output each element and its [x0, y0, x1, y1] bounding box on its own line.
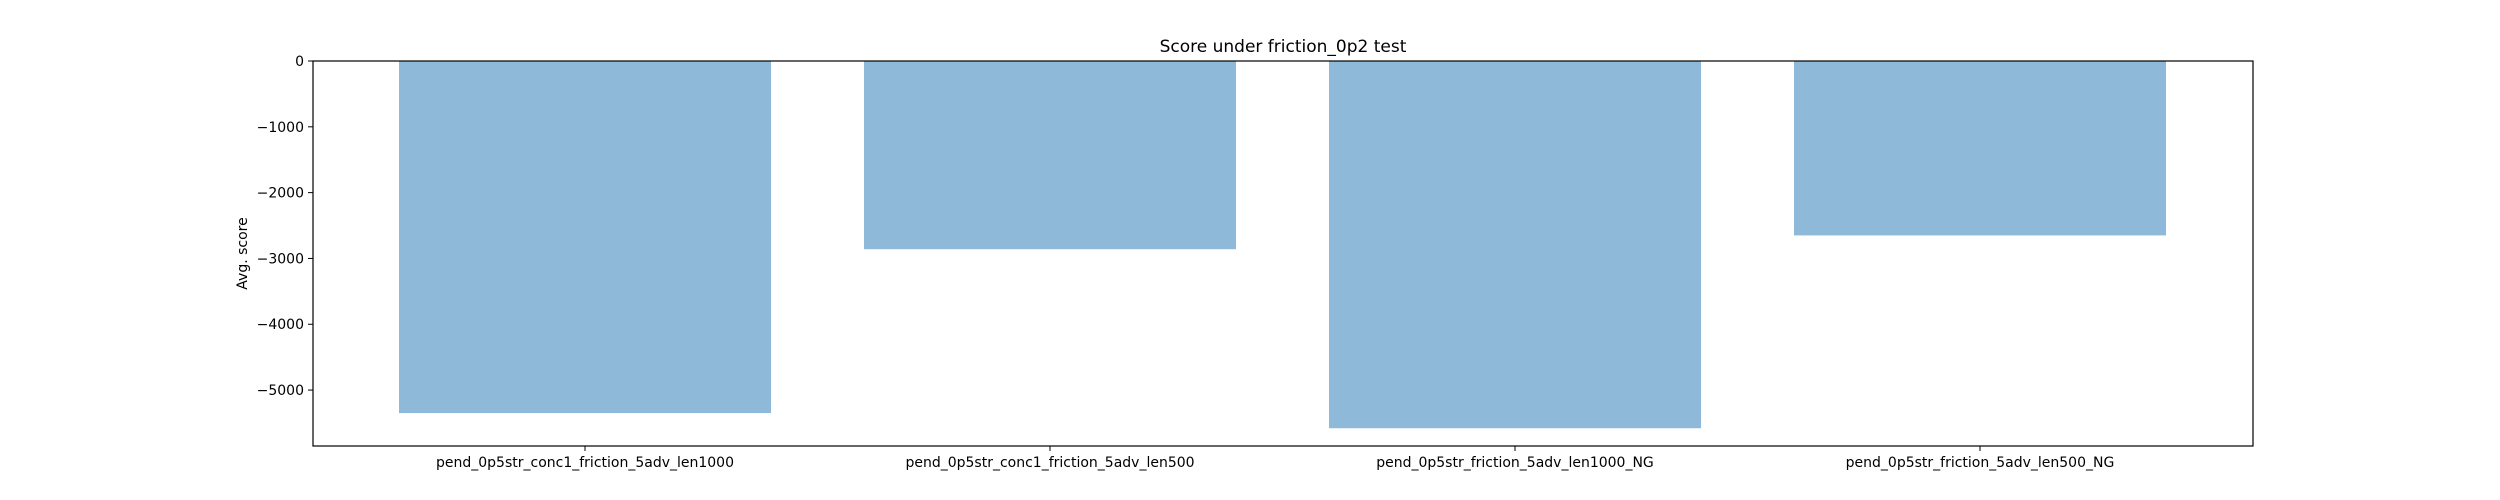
- y-tick-label: −1000: [257, 120, 304, 136]
- x-tick-label: pend_0p5str_conc1_friction_5adv_len500: [905, 455, 1194, 471]
- bar-4: [1794, 61, 2166, 236]
- bar-3: [1329, 61, 1701, 429]
- plot-frame: [312, 60, 2254, 447]
- x-axis: pend_0p5str_conc1_friction_5adv_len1000 p…: [436, 446, 2114, 471]
- y-tick-label: 0: [295, 54, 304, 70]
- y-axis-label: Avg. score: [235, 217, 251, 289]
- bar-1: [399, 61, 771, 414]
- y-tick-label: −5000: [257, 383, 304, 399]
- y-tick-label: −2000: [257, 186, 304, 202]
- x-tick-label: pend_0p5str_conc1_friction_5adv_len1000: [436, 455, 734, 471]
- x-tick-label: pend_0p5str_friction_5adv_len1000_NG: [1376, 455, 1654, 471]
- y-tick-label: −4000: [257, 317, 304, 333]
- x-tick-label: pend_0p5str_friction_5adv_len500_NG: [1846, 455, 2115, 471]
- bars-group: [399, 61, 2166, 429]
- y-axis: 0 −1000 −2000 −3000 −4000 −5000: [257, 54, 313, 399]
- y-tick-label: −3000: [257, 251, 304, 267]
- bar-2: [864, 61, 1236, 250]
- chart-title: Score under friction_0p2 test: [1160, 37, 1407, 57]
